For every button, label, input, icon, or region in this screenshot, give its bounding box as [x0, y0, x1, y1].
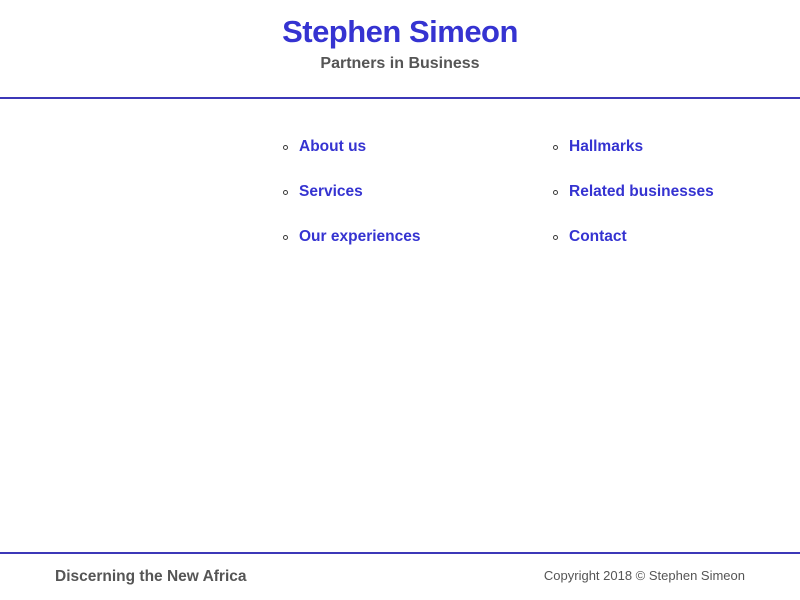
- nav-item-our-experiences: Our experiences: [283, 228, 553, 245]
- circle-bullet-icon: [283, 234, 288, 240]
- site-tagline: Partners in Business: [320, 55, 480, 72]
- nav-link-contact[interactable]: Contact: [569, 228, 627, 245]
- circle-bullet-icon: [553, 234, 558, 240]
- nav-item-hallmarks: Hallmarks: [553, 138, 714, 155]
- circle-bullet-icon: [553, 144, 558, 150]
- nav-link-our-experiences[interactable]: Our experiences: [299, 228, 421, 245]
- circle-bullet-icon: [283, 144, 288, 150]
- nav-link-services[interactable]: Services: [299, 183, 363, 200]
- nav-link-related-businesses[interactable]: Related businesses: [569, 183, 714, 200]
- nav-item-about-us: About us: [283, 138, 553, 155]
- footer-copyright: Copyright 2018 © Stephen Simeon: [543, 568, 745, 583]
- nav-column-right: Hallmarks Related businesses Contact: [553, 138, 714, 274]
- footer-tagline: Discerning the New Africa: [55, 568, 247, 585]
- nav-item-contact: Contact: [553, 228, 714, 245]
- circle-bullet-icon: [553, 189, 558, 195]
- nav-link-about-us[interactable]: About us: [299, 138, 367, 155]
- nav-item-related-businesses: Related businesses: [553, 183, 714, 200]
- site-header: Stephen Simeon Partners in Business: [0, 0, 800, 99]
- nav-column-left: About us Services Our experiences: [283, 138, 553, 274]
- nav-link-hallmarks[interactable]: Hallmarks: [569, 138, 644, 155]
- page: Stephen Simeon Partners in Business Abou…: [0, 0, 800, 585]
- main-nav-area: About us Services Our experiences Hallma…: [0, 99, 800, 274]
- site-footer: Discerning the New Africa Copyright 2018…: [0, 552, 800, 600]
- site-title[interactable]: Stephen Simeon: [282, 14, 518, 49]
- nav-item-services: Services: [283, 183, 553, 200]
- circle-bullet-icon: [283, 189, 288, 195]
